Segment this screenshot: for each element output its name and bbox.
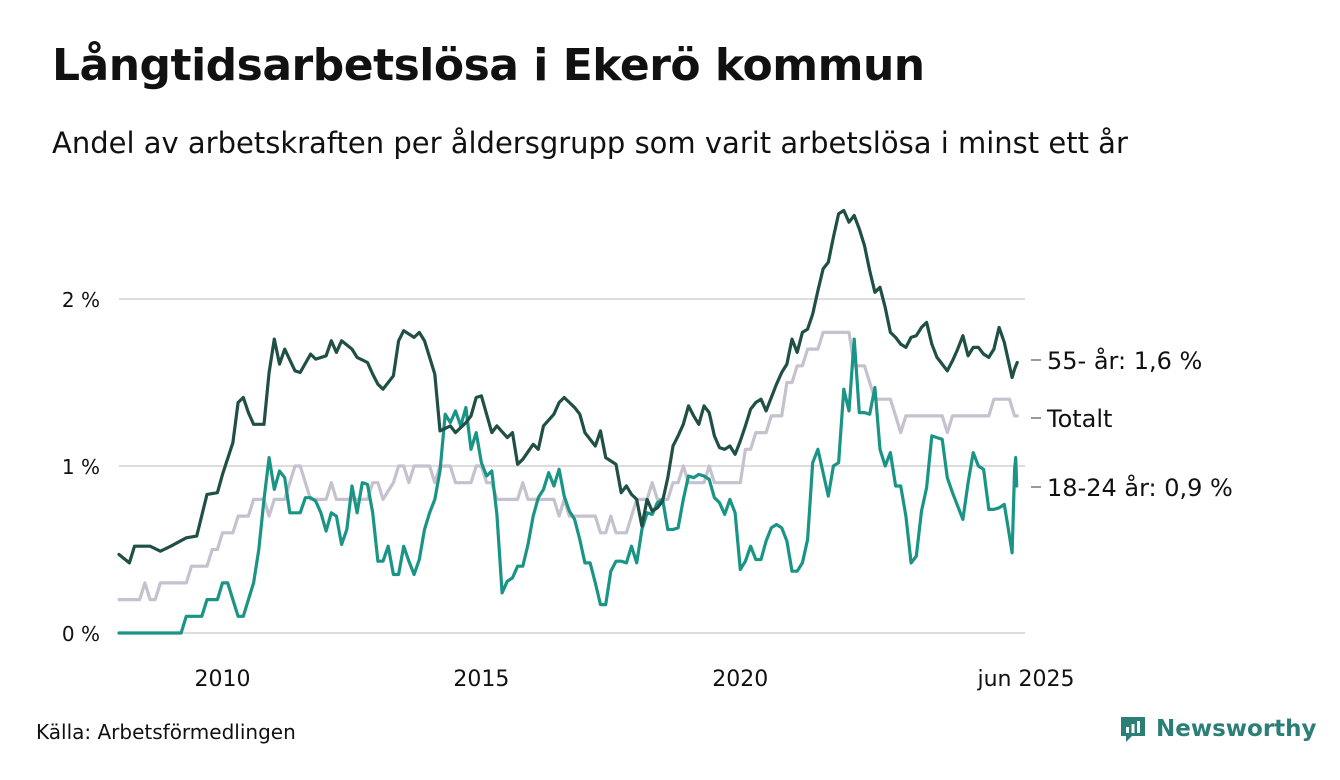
y-tick-label: 1 %	[62, 455, 100, 479]
end-label-youth: 18-24 år: 0,9 %	[1047, 473, 1233, 502]
chart-subtitle: Andel av arbetskraften per åldersgrupp s…	[52, 126, 1128, 160]
series-lines	[117, 208, 1019, 635]
series-line-total	[117, 330, 1019, 602]
axis-labels: 0 % 1 % 2 % 2010 2015 2020 jun 2025	[62, 288, 1075, 692]
chart-title: Långtidsarbetslösa i Ekerö kommun	[52, 40, 925, 91]
end-label-senior: 55- år: 1,6 %	[1047, 346, 1202, 375]
end-label-total: Totalt	[1046, 405, 1112, 433]
x-tick-label: 2020	[712, 667, 768, 692]
series-line-senior	[117, 208, 1019, 565]
y-tick-label: 0 %	[62, 622, 100, 646]
x-tick-label: 2015	[453, 667, 509, 692]
line-chart: 0 % 1 % 2 % 2010 2015 2020 jun 2025 55- år: 1,…	[62, 208, 1233, 692]
end-labels: 55- år: 1,6 % Totalt 18-24 år: 0,9 %	[1031, 346, 1233, 502]
series-line-youth	[117, 337, 1019, 635]
x-tick-label: 2010	[195, 667, 251, 692]
x-tick-label: jun 2025	[977, 667, 1075, 692]
source-note: Källa: Arbetsförmedlingen	[36, 720, 296, 744]
brand-logo: Newsworthy	[1118, 714, 1317, 744]
y-tick-label: 2 %	[62, 288, 100, 312]
bar-chart-icon	[1121, 717, 1145, 742]
brand-name: Newsworthy	[1156, 716, 1317, 742]
